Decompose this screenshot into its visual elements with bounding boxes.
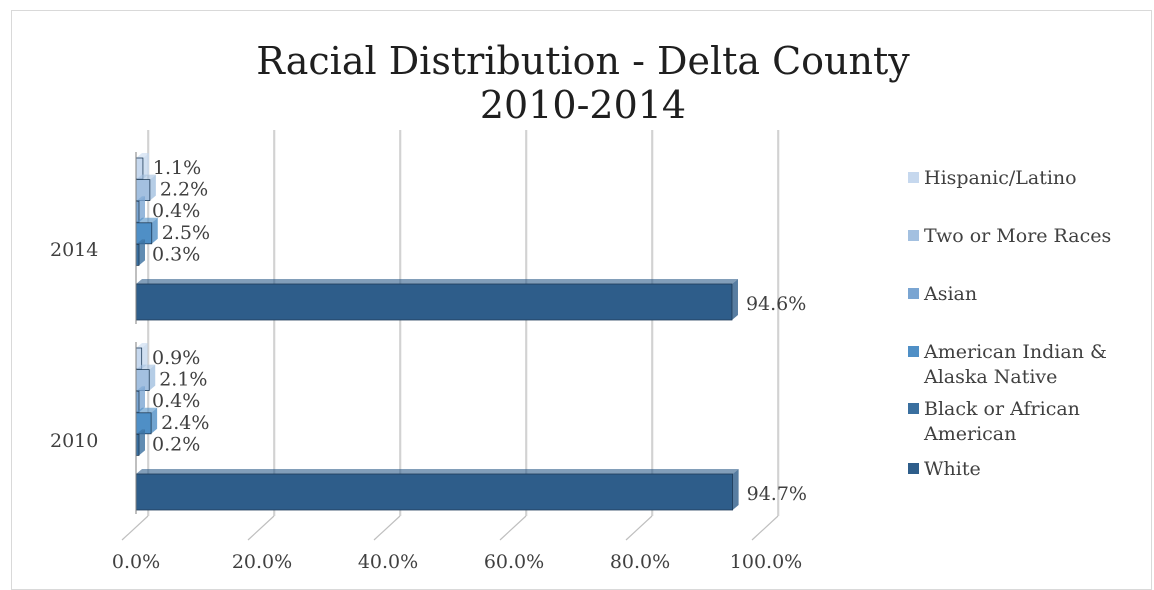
legend-swatch-asian (908, 288, 919, 299)
bar-2010-black-or-african-american-top (136, 429, 145, 435)
gridline-base (625, 515, 653, 541)
data-label-2014-hispanic-latino: 1.1% (153, 157, 201, 179)
legend-label-black-or-african-american-line-1: Black or African (924, 398, 1080, 420)
bar-2010-white (135, 473, 734, 511)
data-label-2014-two-or-more-races: 2.2% (160, 179, 208, 201)
data-label-2010-asian: 0.4% (152, 390, 200, 412)
gridline-base (121, 515, 149, 541)
bar-2010-hispanic-latino-side (141, 343, 148, 369)
legend-swatch-hispanic-latino (908, 172, 919, 183)
bar-2010-white-side (732, 469, 739, 510)
legend-label-two-or-more-races: Two or More Races (924, 225, 1111, 247)
bar-2014-white-top (136, 279, 738, 284)
bar-2010-hispanic-latino-top (136, 343, 148, 348)
gridline-base (499, 515, 527, 541)
data-label-2010-two-or-more-races: 2.1% (159, 369, 207, 391)
legend-swatch-white (908, 463, 919, 474)
bar-2014-american-indian-alaska-native-side (151, 217, 158, 244)
bar-2010-white-top (136, 469, 739, 474)
bar-2014-asian-top (136, 196, 145, 202)
bar-2010-black-or-african-american-side (139, 429, 145, 456)
bar-2010-asian-top (136, 386, 145, 392)
bar-2010-american-indian-alaska-native-side (151, 407, 158, 434)
bar-2014-asian-side (139, 196, 145, 223)
x-tick-label: 100.0% (730, 551, 802, 573)
data-label-2014-black-or-african-american: 0.3% (152, 243, 200, 265)
legend-label-black-or-african-american-line-2: American (923, 423, 1016, 445)
x-tick-label: 60.0% (484, 551, 544, 573)
bar-2010-american-indian-alaska-native-top (136, 407, 158, 413)
data-label-2014-asian: 0.4% (152, 200, 200, 222)
gridline-base (373, 515, 401, 541)
chart-title-line-1: Racial Distribution - Delta County (256, 39, 910, 83)
x-tick-label: 80.0% (610, 551, 670, 573)
data-label-2010-white: 94.7% (747, 483, 807, 505)
legend-label-american-indian-alaska-native-line-2: Alaska Native (923, 366, 1057, 388)
legend-label-hispanic-latino: Hispanic/Latino (924, 167, 1077, 189)
legend-label-asian: Asian (923, 283, 977, 305)
bar-2014-hispanic-latino-side (142, 153, 149, 179)
chart-title-line-2: 2010-2014 (480, 83, 686, 127)
bar-2014-american-indian-alaska-native-top (136, 217, 158, 223)
legend-swatch-black-or-african-american (908, 403, 919, 414)
bar-2014-black-or-african-american-side (139, 239, 145, 266)
data-label-2014-white: 94.6% (746, 293, 806, 315)
bar-2014-black-or-african-american-top (136, 239, 145, 245)
gridline-base (751, 515, 779, 541)
legend-label-american-indian-alaska-native-line-1: American Indian & (923, 341, 1107, 363)
category-label-2014: 2014 (50, 239, 98, 261)
data-label-2010-hispanic-latino: 0.9% (152, 347, 200, 369)
x-tick-label: 0.0% (112, 551, 160, 573)
category-label-2010: 2010 (50, 430, 98, 452)
x-tick-label: 20.0% (232, 551, 292, 573)
data-label-2010-american-indian-alaska-native: 2.4% (161, 412, 209, 434)
bar-2014-hispanic-latino-top (136, 153, 149, 158)
bar-2010-asian-side (139, 386, 145, 413)
bar-2014-two-or-more-races-top (136, 174, 156, 180)
chart: Racial Distribution - Delta County2010-2… (50, 39, 1111, 573)
bar-2014-two-or-more-races-side (149, 174, 156, 201)
bar-2010-two-or-more-races-top (136, 364, 156, 370)
data-label-2010-black-or-african-american: 0.2% (152, 433, 200, 455)
legend-swatch-two-or-more-races (908, 230, 919, 241)
gridline-base (247, 515, 275, 541)
bar-2014-white (135, 283, 733, 321)
data-label-2014-american-indian-alaska-native: 2.5% (162, 222, 210, 244)
x-tick-label: 40.0% (358, 551, 418, 573)
bar-2014-white-side (731, 279, 738, 320)
legend-swatch-american-indian-alaska-native (908, 346, 919, 357)
legend-label-white: White (924, 458, 981, 480)
bar-2010-two-or-more-races-side (149, 364, 156, 391)
